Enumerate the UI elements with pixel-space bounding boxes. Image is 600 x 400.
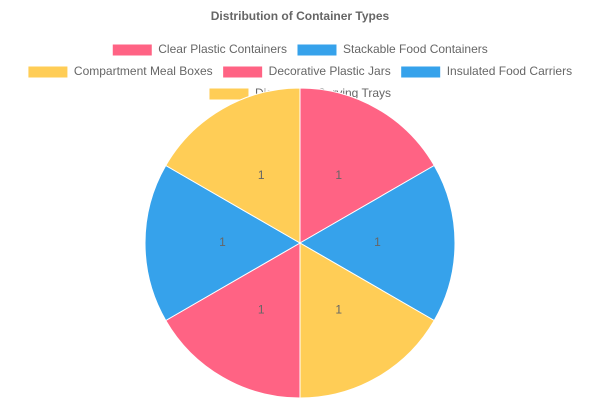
pie-slice bbox=[298, 164, 456, 322]
pie-slice bbox=[144, 164, 302, 322]
legend-item: Compartment Meal Boxes bbox=[27, 64, 213, 79]
legend-label: Clear Plastic Containers bbox=[158, 42, 287, 56]
legend-label: Insulated Food Carriers bbox=[447, 64, 572, 78]
pie-slice bbox=[165, 242, 301, 399]
legend-item: Clear Plastic Containers bbox=[111, 42, 287, 57]
slice-label: 1 bbox=[258, 168, 265, 182]
legend-swatch bbox=[296, 43, 338, 57]
legend-label: Stackable Food Containers bbox=[343, 42, 488, 56]
pie-slice bbox=[299, 87, 435, 244]
legend-swatch bbox=[208, 87, 250, 101]
legend-item: Insulated Food Carriers bbox=[400, 64, 572, 79]
legend-item: Stackable Food Containers bbox=[296, 42, 488, 57]
pie-slice bbox=[299, 242, 435, 399]
legend-swatch bbox=[400, 65, 442, 79]
legend-swatch bbox=[27, 65, 69, 79]
legend-swatch bbox=[111, 43, 153, 57]
legend-label: Decorative Plastic Jars bbox=[269, 64, 391, 78]
slice-label: 1 bbox=[374, 235, 381, 249]
pie-slice bbox=[165, 87, 301, 244]
chart-title: Distribution of Container Types bbox=[211, 9, 390, 23]
legend-swatch bbox=[222, 65, 264, 79]
slice-label: 1 bbox=[258, 302, 265, 316]
slice-label: 1 bbox=[219, 235, 226, 249]
slice-label: 1 bbox=[335, 168, 342, 182]
slice-label: 1 bbox=[335, 302, 342, 316]
legend-label: Compartment Meal Boxes bbox=[74, 64, 213, 78]
legend-item: Decorative Plastic Jars bbox=[222, 64, 391, 79]
